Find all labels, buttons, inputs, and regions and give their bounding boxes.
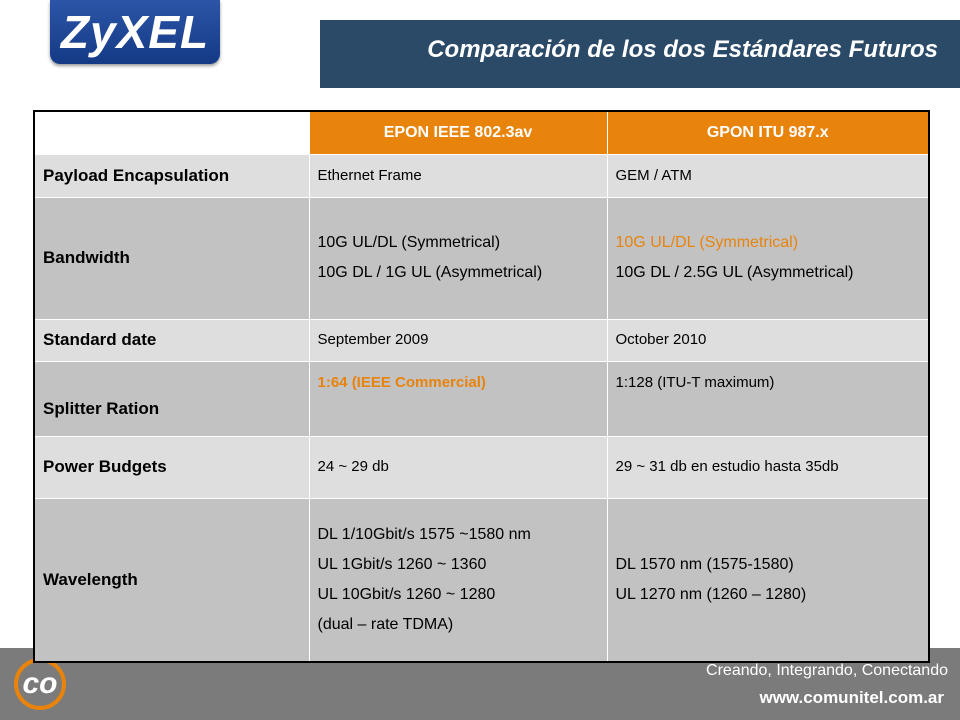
cell-line: 29 ~ 31 db en estudio hasta 35db (615, 458, 839, 475)
logo: ZyXEL (50, 0, 220, 64)
cell: GEM / ATM (606, 153, 930, 198)
cell: October 2010 (606, 318, 930, 362)
cell-line: GEM / ATM (615, 166, 692, 184)
header-row: EPON IEEE 802.3av GPON ITU 987.x (33, 110, 930, 155)
cell: September 2009 (308, 318, 608, 362)
cell: DL 1/10Gbit/s 1575 ~1580 nm UL 1Gbit/s 12… (308, 497, 608, 663)
row: Wavelength DL 1/10Gbit/s 1575 ~1580 nm UL… (33, 497, 930, 663)
cell: 29 ~ 31 db en estudio hasta 35db (606, 435, 930, 499)
row-label: Splitter Ration (33, 360, 310, 437)
row: Payload Encapsulation Ethernet Frame GEM… (33, 153, 930, 198)
cell-line: UL 1270 nm (1260 – 1280) (615, 585, 807, 603)
row-label: Bandwidth (33, 196, 310, 320)
cell-line: October 2010 (615, 331, 707, 348)
cell-line: (dual – rate TDMA) (317, 615, 454, 633)
row: Bandwidth 10G UL/DL (Symmetrical) 10G DL … (33, 196, 930, 320)
title: Comparación de los dos Estándares Futuro… (427, 36, 938, 63)
cell-line: 10G DL / 1G UL (Asymmetrical) (317, 264, 543, 281)
cell-line: September 2009 (317, 331, 429, 348)
cell-line: 10G UL/DL (Symmetrical) (317, 234, 501, 251)
cell-line: UL 1Gbit/s 1260 ~ 1360 (317, 555, 487, 573)
cell-line: 1:128 (ITU-T maximum) (615, 373, 775, 391)
title-bar: Comparación de los dos Estándares Futuro… (320, 20, 960, 88)
row-label: Power Budgets (33, 435, 310, 499)
cell: DL 1570 nm (1575-1580) UL 1270 nm (1260 –… (606, 497, 930, 663)
cell-line: DL 1/10Gbit/s 1575 ~1580 nm (317, 525, 531, 543)
column-header: EPON IEEE 802.3av (308, 110, 608, 155)
cell: 1:64 (IEEE Commercial) (308, 360, 608, 437)
cell: Ethernet Frame (308, 153, 608, 198)
cell: 24 ~ 29 db (308, 435, 608, 499)
cell-line: 10G UL/DL (Symmetrical) (615, 234, 799, 251)
row-label: Wavelength (33, 497, 310, 663)
row-label: Standard date (33, 318, 310, 362)
cell-line: DL 1570 nm (1575-1580) (615, 555, 794, 573)
cell-line: Ethernet Frame (317, 166, 422, 184)
row: Power Budgets 24 ~ 29 db 29 ~ 31 db en e… (33, 435, 930, 499)
row-label: Payload Encapsulation (33, 153, 310, 198)
row: Splitter Ration 1:64 (IEEE Commercial) 1… (33, 360, 930, 437)
url: www.comunitel.com.ar (759, 688, 944, 707)
slogan: Creando, Integrando, Conectando (706, 662, 948, 679)
comparison-table: EPON IEEE 802.3av GPON ITU 987.x Payload… (33, 110, 930, 663)
cell: 10G UL/DL (Symmetrical) 10G DL / 2.5G UL … (606, 196, 930, 320)
cell-line: UL 10Gbit/s 1260 ~ 1280 (317, 585, 496, 603)
cell: 10G UL/DL (Symmetrical) 10G DL / 1G UL (A… (308, 196, 608, 320)
footer-logo: co (14, 658, 66, 710)
cell: 1:128 (ITU-T maximum) (606, 360, 930, 437)
column-header: GPON ITU 987.x (606, 110, 930, 155)
cell-line: 24 ~ 29 db (317, 458, 389, 475)
row: Standard date September 2009 October 201… (33, 318, 930, 362)
cell-line: 10G DL / 2.5G UL (Asymmetrical) (615, 264, 854, 281)
empty-cell (33, 110, 310, 155)
cell-line: 1:64 (IEEE Commercial) (317, 373, 486, 391)
